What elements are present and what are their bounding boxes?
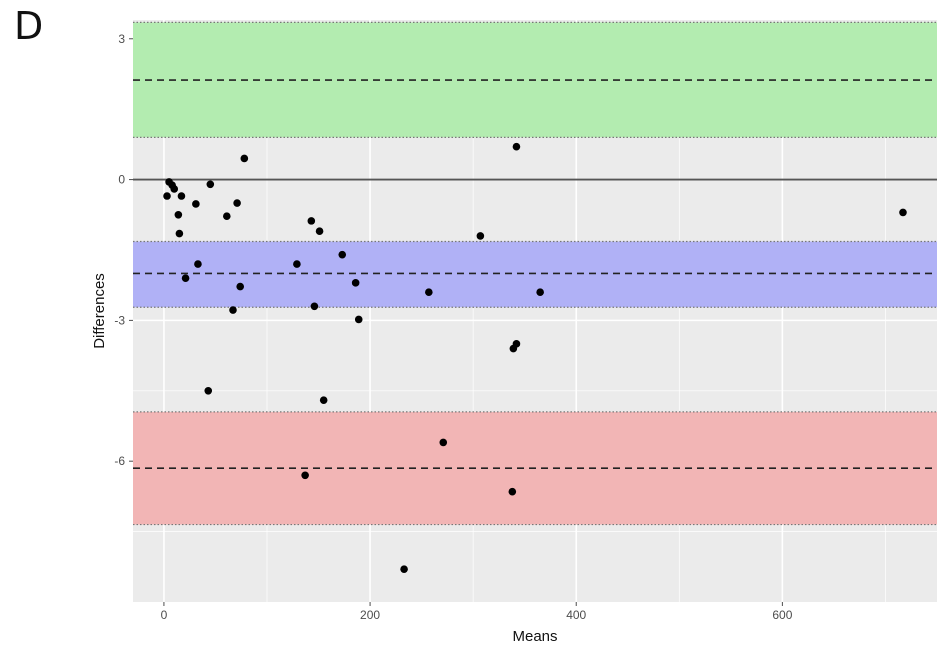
data-point xyxy=(425,288,433,297)
agreement-band xyxy=(133,21,937,138)
data-point xyxy=(338,250,347,259)
data-point xyxy=(181,274,190,282)
agreement-band xyxy=(133,411,937,526)
data-point xyxy=(170,185,179,193)
y-tick-label: -6 xyxy=(114,454,125,468)
data-point xyxy=(293,260,301,268)
data-point xyxy=(301,471,309,480)
y-axis-ticks: 3 0 -3 -6 xyxy=(114,32,133,468)
data-point xyxy=(508,487,517,496)
data-point xyxy=(319,396,328,404)
data-point xyxy=(223,212,231,220)
data-point xyxy=(351,279,360,287)
agreement-bands xyxy=(133,21,937,526)
data-point xyxy=(899,208,907,217)
panel-label: D xyxy=(14,4,44,48)
data-point xyxy=(163,192,171,200)
data-point xyxy=(476,232,485,240)
x-axis-title: Means xyxy=(512,628,557,645)
data-point xyxy=(400,565,408,573)
x-tick-label: 0 xyxy=(161,608,168,622)
data-point xyxy=(236,282,244,291)
data-point xyxy=(354,315,363,324)
x-tick-label: 400 xyxy=(566,608,586,622)
data-point xyxy=(206,180,215,189)
x-axis-ticks: 0 200 400 600 xyxy=(161,602,793,622)
x-tick-label: 200 xyxy=(360,608,380,622)
y-tick-label: -3 xyxy=(114,313,125,327)
data-point xyxy=(192,200,200,208)
data-point xyxy=(175,229,184,238)
data-point xyxy=(240,154,249,163)
data-point xyxy=(174,210,183,219)
y-tick-label: 3 xyxy=(118,32,125,46)
band-fill xyxy=(133,241,937,308)
data-point xyxy=(194,260,202,268)
y-tick-label: 0 xyxy=(118,173,125,187)
data-point xyxy=(204,386,213,395)
data-points xyxy=(163,142,907,573)
data-point xyxy=(512,142,521,151)
data-point xyxy=(536,288,544,297)
data-point xyxy=(315,227,324,236)
agreement-band xyxy=(133,240,937,308)
data-point xyxy=(439,438,448,447)
data-point xyxy=(310,302,319,311)
data-point xyxy=(307,217,316,225)
x-tick-label: 600 xyxy=(772,608,792,622)
y-axis-title: Differences xyxy=(91,273,108,349)
data-point xyxy=(512,340,521,348)
data-point xyxy=(233,199,241,207)
data-point xyxy=(177,192,186,200)
data-point xyxy=(229,306,237,314)
